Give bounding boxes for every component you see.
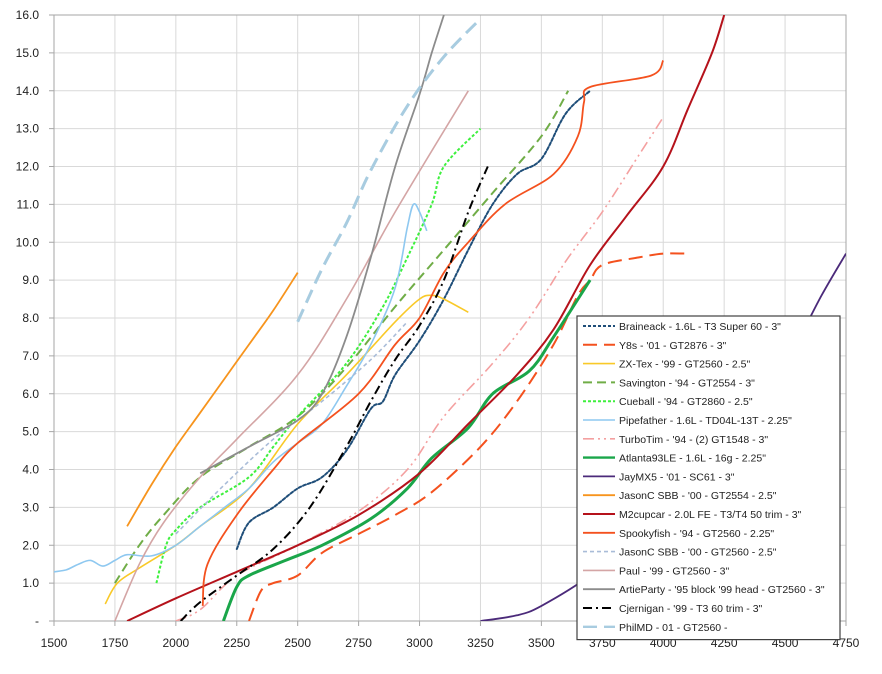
series-line-15 <box>199 15 445 475</box>
y-tick-label: 3.0 <box>22 500 39 514</box>
x-tick-label: 3500 <box>528 636 555 650</box>
legend-label: Cueball - '94 - GT2860 - 2.5" <box>619 396 753 408</box>
series-line-12 <box>201 59 665 607</box>
legend-item: Cueball - '94 - GT2860 - 2.5" <box>583 396 753 408</box>
legend-item: Savington - '94 - GT2554 - 3" <box>583 377 755 389</box>
legend-item: Paul - '99 - GT2560 - 3" <box>583 565 729 577</box>
series-line-4 <box>114 90 570 584</box>
y-tick-label: - <box>35 614 39 628</box>
legend-item: Atlanta93LE - 1.6L - 16g - 2.25" <box>583 453 766 465</box>
legend-item: ZX-Tex - '99 - GT2560 - 2.5" <box>583 359 750 371</box>
legend-item: Braineack - 1.6L - T3 Super 60 - 3" <box>583 321 781 333</box>
x-tick-label: 2750 <box>345 636 372 650</box>
x-tick-label: 2000 <box>162 636 189 650</box>
series-line-13 <box>175 321 408 535</box>
x-tick-label: 1500 <box>41 636 68 650</box>
series-line-1 <box>235 89 592 550</box>
axes: - 1.0 2.0 3.0 4.0 5.0 6.0 7.0 8.0 9.0 10.0 11.0 12.0… <box>16 8 860 650</box>
y-tick-label: 1.0 <box>22 576 39 590</box>
legend-item: Y8s - '01 - GT2876 - 3" <box>583 340 727 352</box>
y-tick-label: 7.0 <box>22 349 39 363</box>
series-line-11 <box>126 15 726 621</box>
legend-label: Cjernigan - '99 - T3 60 trim - 3" <box>619 603 763 615</box>
legend-label: Paul - '99 - GT2560 - 3" <box>619 565 729 577</box>
y-tick-label: 5.0 <box>22 425 39 439</box>
legend-item: Pipefather - 1.6L - TD04L-13T - 2.25" <box>583 415 792 427</box>
legend-label: ArtieParty - '95 block '99 head - GT2560… <box>619 584 825 596</box>
x-tick-label: 1750 <box>102 636 129 650</box>
legend-item: JasonC SBB - '00 - GT2560 - 2.5" <box>583 547 777 559</box>
legend-label: M2cupcar - 2.0L FE - T3/T4 50 trim - 3" <box>619 509 802 521</box>
legend-label: JasonC SBB - '00 - GT2560 - 2.5" <box>619 547 777 559</box>
y-tick-label: 13.0 <box>16 122 40 136</box>
legend-label: Pipefather - 1.6L - TD04L-13T - 2.25" <box>619 415 792 427</box>
legend-item: PhilMD - 01 - GT2560 - <box>583 622 728 634</box>
legend-item: JasonC SBB - '00 - GT2554 - 2.5" <box>583 490 777 502</box>
legend-item: ArtieParty - '95 block '99 head - GT2560… <box>583 584 825 596</box>
y-tick-label: 4.0 <box>22 463 39 477</box>
series-line-10 <box>126 272 299 527</box>
legend-label: Savington - '94 - GT2554 - 3" <box>619 377 755 389</box>
y-tick-label: 10.0 <box>16 235 40 249</box>
legend-label: TurboTim - '94 - (2) GT1548 - 3" <box>619 434 768 446</box>
series-line-17 <box>296 17 482 323</box>
legend-item: JayMX5 - '01 - SC61 - 3" <box>583 471 735 483</box>
series-group <box>54 15 846 621</box>
y-tick-label: 16.0 <box>16 8 40 22</box>
y-tick-label: 9.0 <box>22 273 39 287</box>
series-line-14 <box>114 90 469 621</box>
legend-label: Braineack - 1.6L - T3 Super 60 - 3" <box>619 321 781 333</box>
legend-item: M2cupcar - 2.0L FE - T3/T4 50 trim - 3" <box>583 509 802 521</box>
legend-label: JayMX5 - '01 - SC61 - 3" <box>619 471 735 483</box>
series-line-2 <box>248 252 688 621</box>
legend-label: PhilMD - 01 - GT2560 - <box>619 622 728 634</box>
series-line-3 <box>104 294 469 605</box>
x-tick-label: 2500 <box>284 636 311 650</box>
series-line-16 <box>179 166 489 621</box>
y-tick-label: 11.0 <box>17 197 40 211</box>
legend-label: JasonC SBB - '00 - GT2554 - 2.5" <box>619 490 777 502</box>
y-tick-label: 12.0 <box>16 160 40 174</box>
y-tick-label: 6.0 <box>22 387 39 401</box>
series-line-6 <box>54 202 428 573</box>
y-tick-label: 15.0 <box>16 46 40 60</box>
x-tick-label: 3000 <box>406 636 433 650</box>
y-tick-label: 8.0 <box>22 311 39 325</box>
legend-item: TurboTim - '94 - (2) GT1548 - 3" <box>583 434 768 446</box>
legend-label: ZX-Tex - '99 - GT2560 - 2.5" <box>619 359 750 371</box>
y-tick-label: 2.0 <box>22 538 39 552</box>
legend-box <box>576 315 841 641</box>
legend-item: Cjernigan - '99 - T3 60 trim - 3" <box>583 603 763 615</box>
legend-label: Spookyfish - '94 - GT2560 - 2.25" <box>619 528 774 540</box>
legend: Braineack - 1.6L - T3 Super 60 - 3" Y8s -… <box>576 315 841 641</box>
x-tick-label: 3250 <box>467 636 494 650</box>
series-line-5 <box>155 127 482 584</box>
series-line-7 <box>175 116 664 621</box>
series-line-8 <box>221 279 592 621</box>
x-tick-label: 2250 <box>223 636 250 650</box>
legend-label: Atlanta93LE - 1.6L - 16g - 2.25" <box>619 453 766 465</box>
legend-item: Spookyfish - '94 - GT2560 - 2.25" <box>583 528 774 540</box>
y-tick-label: 14.0 <box>16 84 40 98</box>
legend-label: Y8s - '01 - GT2876 - 3" <box>619 340 727 352</box>
